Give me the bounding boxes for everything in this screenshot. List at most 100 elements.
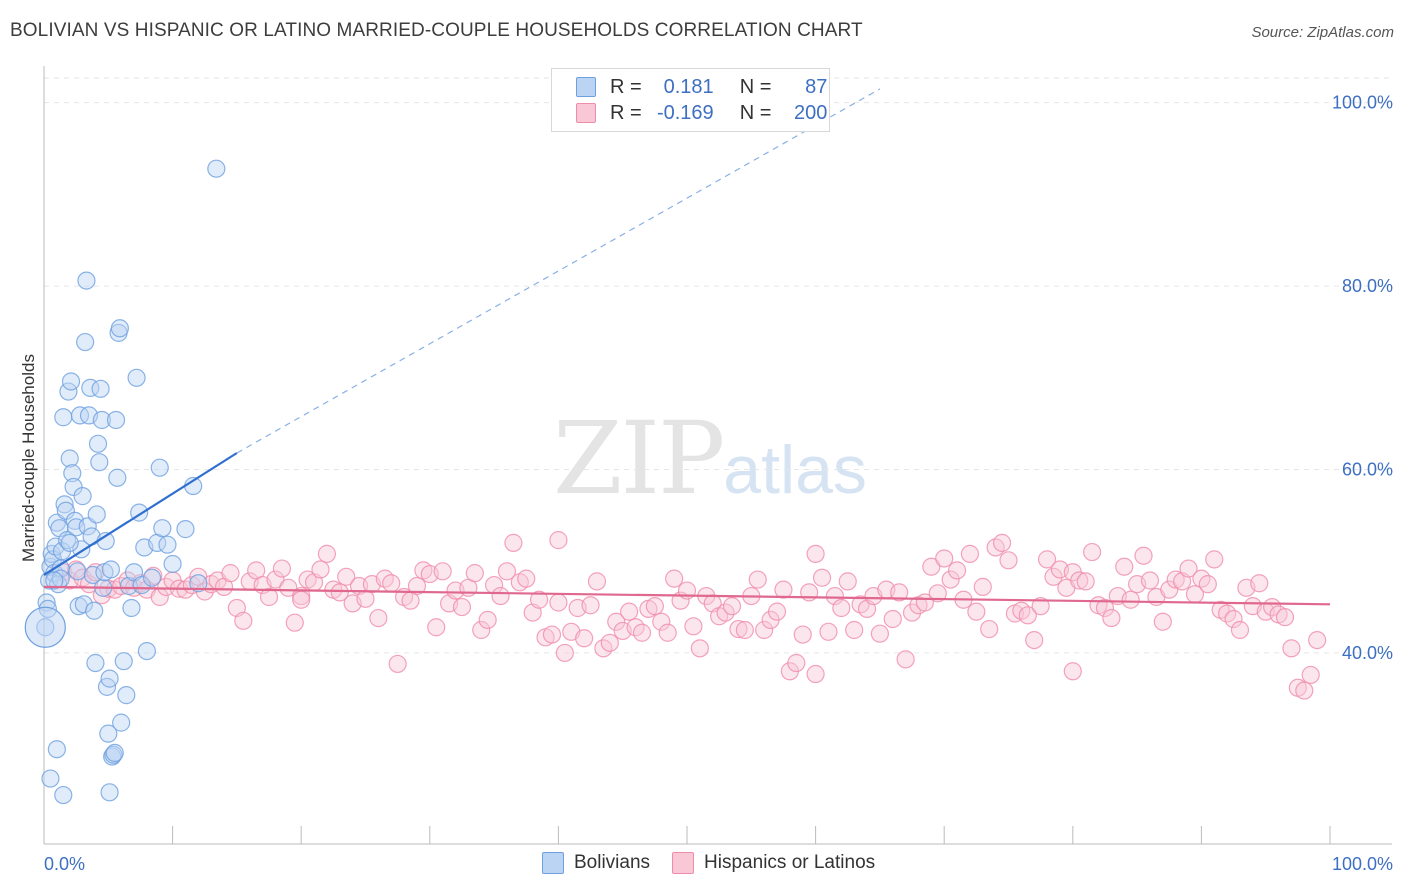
bolivian-point bbox=[119, 576, 138, 596]
bolivian-point bbox=[150, 458, 169, 477]
bolivian-point bbox=[105, 743, 124, 762]
legend-n-label: N = bbox=[739, 101, 772, 124]
hispanic-point bbox=[1153, 612, 1172, 631]
hispanic-point bbox=[973, 577, 992, 596]
source-label: Source: ZipAtlas.com bbox=[1251, 24, 1394, 41]
hispanic-point bbox=[684, 617, 703, 636]
hispanic-point bbox=[1275, 608, 1295, 627]
bolivian-point bbox=[88, 434, 108, 453]
legend-swatch-pink bbox=[672, 852, 695, 874]
hispanic-point bbox=[497, 562, 517, 581]
legend-n-value: 200 bbox=[794, 101, 828, 124]
legend-item-hispanics[interactable]: Hispanics or Latinos bbox=[672, 852, 875, 874]
hispanic-point bbox=[620, 602, 639, 621]
hispanic-point bbox=[1063, 662, 1082, 681]
y-axis-title: Married-couple Households bbox=[19, 354, 38, 562]
trend-lines bbox=[43, 88, 1331, 606]
hispanic-point bbox=[517, 569, 536, 588]
correlation-legend: R = 0.181 N = 87 R = -0.169 N = 200 bbox=[551, 68, 830, 132]
hispanic-point bbox=[980, 619, 999, 639]
bolivian-point bbox=[54, 785, 73, 805]
hispanic-point bbox=[1037, 550, 1057, 569]
hispanic-point bbox=[1044, 567, 1063, 586]
hispanic-point bbox=[1018, 606, 1037, 625]
bolivian-point bbox=[85, 601, 104, 620]
bolivian-point bbox=[99, 724, 118, 743]
bolivian-point bbox=[56, 501, 75, 520]
hispanic-point bbox=[967, 602, 986, 621]
hispanic-point bbox=[272, 559, 292, 578]
bolivian-point bbox=[47, 740, 66, 759]
hispanic-point bbox=[947, 561, 967, 580]
hispanic-point bbox=[1095, 598, 1115, 618]
hispanic-point bbox=[729, 619, 748, 639]
bolivian-point bbox=[100, 783, 119, 802]
hispanic-point bbox=[787, 653, 806, 673]
hispanic-point bbox=[1198, 575, 1217, 594]
hispanic-point bbox=[1282, 639, 1301, 658]
bolivian-point bbox=[163, 554, 182, 574]
legend-swatch-blue bbox=[576, 77, 596, 97]
hispanic-point bbox=[645, 597, 664, 616]
hispanic-point bbox=[472, 620, 491, 640]
hispanic-point bbox=[292, 590, 311, 609]
legend-r-label: R = bbox=[610, 75, 642, 98]
hispanic-point bbox=[793, 625, 812, 644]
legend-row-bolivians: R = 0.181 N = 87 bbox=[576, 75, 827, 99]
hispanic-point bbox=[1295, 681, 1314, 700]
hispanic-point bbox=[1076, 572, 1095, 591]
bolivian-point bbox=[86, 653, 105, 673]
hispanic-point bbox=[1031, 597, 1050, 616]
bolivian-point bbox=[46, 537, 65, 556]
bolivian-point bbox=[87, 505, 106, 524]
bolivian-point bbox=[24, 606, 66, 648]
hispanic-point bbox=[311, 560, 330, 579]
hispanic-point bbox=[755, 620, 774, 640]
bolivian-point bbox=[127, 368, 146, 387]
hispanic-point bbox=[382, 574, 401, 593]
bolivian-point bbox=[90, 453, 109, 472]
bolivian-point bbox=[110, 319, 129, 338]
bolivian-point bbox=[112, 713, 131, 732]
legend-label: Hispanics or Latinos bbox=[704, 852, 876, 873]
bolivian-point bbox=[45, 571, 64, 590]
bolivian-point bbox=[60, 533, 79, 552]
hispanic-point bbox=[806, 544, 825, 563]
bolivian-point bbox=[60, 449, 79, 468]
hispanic-point bbox=[555, 643, 574, 663]
hispanic-point bbox=[690, 639, 709, 658]
hispanic-point bbox=[767, 602, 787, 621]
hispanic-point bbox=[504, 533, 523, 552]
hispanic-point bbox=[748, 570, 767, 589]
legend-label: Bolivians bbox=[574, 852, 651, 873]
hispanic-point bbox=[259, 587, 279, 607]
legend-row-hispanics: R = -0.169 N = 200 bbox=[576, 101, 827, 125]
hispanic-point bbox=[433, 562, 452, 581]
y-tick-label: 80.0% bbox=[1342, 276, 1393, 296]
hispanic-point bbox=[632, 623, 652, 642]
hispanic-point bbox=[330, 583, 349, 602]
legend-swatch-pink bbox=[576, 103, 596, 123]
hispanic-point bbox=[838, 572, 857, 591]
bolivian-point bbox=[106, 410, 126, 430]
bolivian-point bbox=[68, 562, 87, 581]
bolivian-point bbox=[100, 669, 119, 688]
hispanic-point bbox=[999, 551, 1018, 570]
bolivian-point bbox=[137, 641, 156, 661]
bolivian-trend-extension bbox=[236, 88, 881, 454]
hispanic-point bbox=[665, 569, 684, 588]
hispanic-point bbox=[1115, 557, 1134, 576]
hispanic-point bbox=[1070, 571, 1089, 590]
bolivian-point bbox=[153, 519, 172, 538]
hispanic-point bbox=[575, 629, 594, 648]
legend-r-value: 0.181 bbox=[663, 75, 714, 98]
bolivian-point bbox=[207, 159, 226, 178]
hispanic-point bbox=[1121, 590, 1140, 609]
bolivian-point bbox=[92, 410, 111, 430]
hispanic-point bbox=[735, 620, 754, 640]
axes bbox=[43, 66, 1392, 845]
hispanic-point bbox=[369, 608, 388, 628]
watermark: ZIPatlas bbox=[553, 400, 867, 517]
legend-item-bolivians[interactable]: Bolivians bbox=[542, 852, 650, 874]
